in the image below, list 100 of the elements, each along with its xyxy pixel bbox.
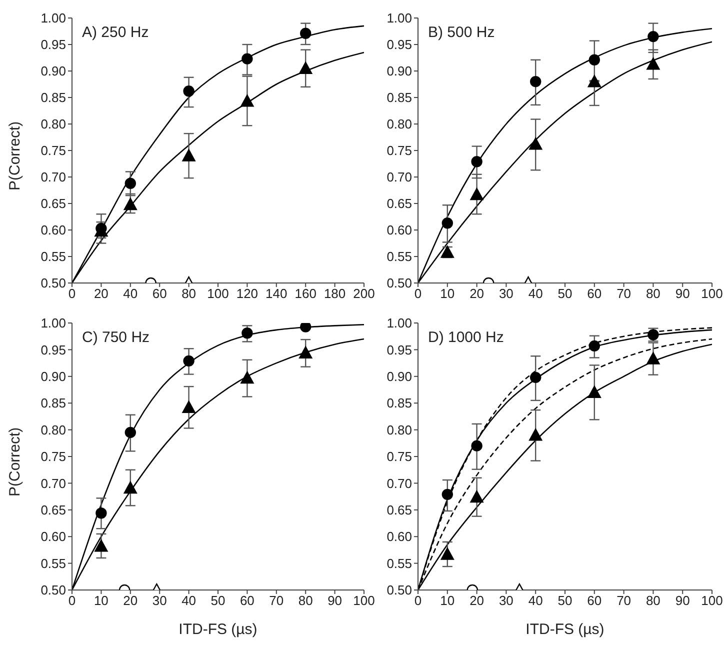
x-tick-label: 100 [701, 286, 723, 302]
y-tick-label: 0.80 [386, 116, 412, 132]
x-tick-label: 70 [616, 286, 632, 302]
y-tick-label: 0.50 [40, 582, 66, 598]
point [442, 218, 453, 229]
y-tick-label: 0.70 [386, 476, 412, 491]
point [299, 346, 312, 359]
point [648, 30, 659, 42]
x-tick-label: 20 [94, 286, 108, 302]
x-tick-label: 20 [470, 286, 484, 302]
point [529, 428, 542, 441]
x-tick-label: 60 [587, 286, 602, 302]
point [470, 490, 484, 503]
x-tick-label: 10 [94, 593, 108, 608]
y-tick-label: 0.80 [386, 422, 412, 438]
y-tick-label: 0.60 [40, 222, 66, 238]
chart-title: A) 250 Hz [82, 24, 149, 41]
y-tick-label: 0.75 [386, 449, 412, 464]
chart-title: D) 1000 Hz [428, 329, 504, 346]
x-tick-label: 70 [616, 593, 632, 608]
point [242, 53, 253, 64]
point [182, 149, 196, 162]
y-tick-label: 0.65 [40, 502, 66, 518]
y-tick-label: 1.00 [40, 10, 66, 26]
x-tick-label: 50 [558, 286, 572, 302]
point [530, 76, 542, 88]
x-tick-label: 20 [123, 593, 138, 608]
point [646, 352, 660, 364]
x-tick-label: 0 [414, 593, 422, 608]
x-axis-title: ITD-FS (µs) [178, 621, 258, 638]
point [183, 86, 194, 97]
point [442, 488, 453, 500]
y-tick-label: 0.50 [386, 582, 412, 598]
x-tick-label: 30 [498, 593, 514, 608]
y-tick-label: 0.90 [40, 64, 66, 79]
y-tick-label: 0.95 [386, 37, 412, 52]
y-axis-title: P(Correct) [6, 427, 24, 496]
x-tick-label: 70 [269, 593, 284, 608]
point [530, 372, 542, 384]
y-tick-label: 0.80 [40, 422, 66, 438]
x-tick-label: 10 [440, 593, 455, 608]
point [471, 156, 482, 168]
point [96, 508, 107, 519]
y-tick-label: 0.60 [386, 222, 412, 238]
point [588, 386, 601, 398]
x-tick-label: 80 [298, 593, 313, 608]
x-tick-label: 60 [240, 593, 254, 608]
x-tick-label: 100 [207, 286, 229, 302]
y-tick-label: 1.00 [386, 10, 412, 26]
y-tick-label: 0.55 [40, 249, 66, 264]
x-tick-label: 160 [294, 286, 316, 302]
x-tick-label: 140 [266, 286, 288, 302]
y-tick-label: 0.60 [386, 529, 412, 544]
y-tick-label: 0.70 [40, 170, 66, 185]
x-tick-label: 120 [236, 286, 258, 302]
x-tick-label: 0 [68, 286, 76, 302]
y-tick-label: 0.70 [40, 476, 66, 491]
point [124, 198, 137, 210]
y-tick-label: 0.55 [386, 249, 412, 264]
point [470, 188, 484, 200]
chart-title: B) 500 Hz [428, 24, 495, 41]
point [471, 440, 482, 452]
point [124, 481, 137, 494]
point [240, 371, 254, 384]
x-tick-label: 50 [558, 593, 572, 608]
x-tick-label: 30 [152, 593, 167, 608]
x-tick-label: 60 [152, 286, 167, 302]
point [124, 426, 136, 438]
x-axis-title: ITD-FS (µs) [526, 621, 604, 638]
y-tick-label: 0.90 [386, 64, 412, 79]
point [124, 178, 136, 189]
point [300, 28, 312, 39]
x-tick-label: 40 [182, 593, 196, 608]
point [240, 94, 254, 107]
y-tick-label: 0.60 [40, 529, 66, 544]
y-tick-label: 0.75 [40, 449, 66, 464]
y-tick-label: 1.00 [40, 316, 66, 331]
point [588, 340, 600, 352]
point [182, 400, 196, 413]
y-tick-label: 0.75 [40, 143, 66, 158]
x-tick-label: 90 [675, 593, 690, 608]
y-tick-label: 0.90 [40, 369, 66, 384]
y-tick-label: 0.65 [40, 196, 66, 212]
point [529, 138, 542, 150]
y-tick-label: 0.85 [386, 90, 412, 106]
y-tick-label: 1.00 [386, 316, 412, 331]
x-tick-label: 50 [210, 593, 226, 608]
point [183, 355, 194, 367]
point [242, 328, 253, 339]
x-tick-label: 80 [182, 286, 196, 302]
y-tick-label: 0.85 [40, 396, 66, 411]
x-tick-label: 180 [324, 286, 346, 302]
y-tick-label: 0.50 [386, 276, 412, 291]
chart-title: C) 750 Hz [82, 329, 150, 346]
y-tick-label: 0.85 [40, 90, 66, 106]
y-tick-label: 0.80 [40, 116, 66, 132]
y-axis-title: P(Correct) [6, 121, 24, 190]
x-tick-label: 20 [470, 593, 484, 608]
x-tick-label: 40 [528, 593, 543, 608]
x-tick-label: 90 [328, 593, 342, 608]
